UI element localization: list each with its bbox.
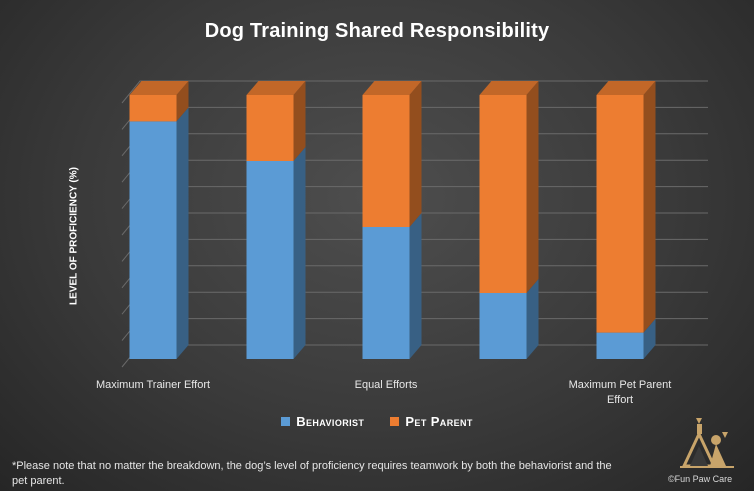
bar-top xyxy=(596,81,656,95)
bar-top xyxy=(129,81,189,95)
bar-side xyxy=(293,81,306,161)
bars xyxy=(129,81,656,360)
legend-label-pet-parent: Pet Parent xyxy=(405,414,473,429)
bar-behaviorist-2 xyxy=(362,213,422,359)
bar-front xyxy=(362,227,410,359)
legend-swatch-pet-parent xyxy=(390,417,400,426)
footnote: *Please note that no matter the breakdow… xyxy=(12,460,612,487)
x-axis-category-label: Maximum Trainer Effort xyxy=(95,379,211,391)
legend-item-pet-parent: Pet Parent xyxy=(390,414,472,429)
bar-front xyxy=(596,332,644,359)
bar-pet-parent-4 xyxy=(596,81,656,333)
copyright: ©Fun Paw Care xyxy=(668,474,733,484)
bar-pet-parent-3 xyxy=(479,81,539,293)
legend-label-behaviorist: Behaviorist xyxy=(296,414,365,429)
x-axis-category-label: Equal Efforts xyxy=(354,379,418,391)
legend-swatch-behaviorist xyxy=(281,417,291,426)
bar-top xyxy=(362,81,422,95)
legend-item-behaviorist: Behaviorist xyxy=(281,414,364,429)
bar-behaviorist-3 xyxy=(479,279,539,359)
bar-front xyxy=(596,95,644,333)
bar-top xyxy=(479,81,539,95)
bar-side xyxy=(526,279,539,359)
bar-behaviorist-4 xyxy=(596,318,656,359)
bar-pet-parent-1 xyxy=(246,81,306,161)
bar-behaviorist-1 xyxy=(246,147,306,359)
bar-side xyxy=(409,81,422,227)
bar-side xyxy=(176,81,189,122)
bar-top xyxy=(246,81,306,95)
bar-side xyxy=(643,81,656,333)
bar-front xyxy=(129,95,177,122)
bar-front xyxy=(129,121,177,360)
bar-front xyxy=(246,161,294,359)
bar-front xyxy=(479,95,527,293)
fun-paw-care-logo-icon xyxy=(680,418,734,468)
bar-front xyxy=(362,95,410,227)
bar-side xyxy=(409,213,422,359)
chart-title: Dog Training Shared Responsibility xyxy=(204,20,550,42)
bar-side xyxy=(526,81,539,293)
bar-pet-parent-2 xyxy=(362,81,422,227)
bar-side xyxy=(176,107,189,360)
bar-front xyxy=(479,293,527,359)
legend: Behaviorist Pet Parent xyxy=(0,414,754,429)
bar-side xyxy=(643,318,656,359)
bar-behaviorist-0 xyxy=(129,107,189,360)
x-axis-category-label: Maximum Pet Parent Effort xyxy=(568,379,672,406)
bar-front xyxy=(246,95,294,161)
bar-pet-parent-0 xyxy=(129,81,189,122)
bar-side xyxy=(293,147,306,359)
